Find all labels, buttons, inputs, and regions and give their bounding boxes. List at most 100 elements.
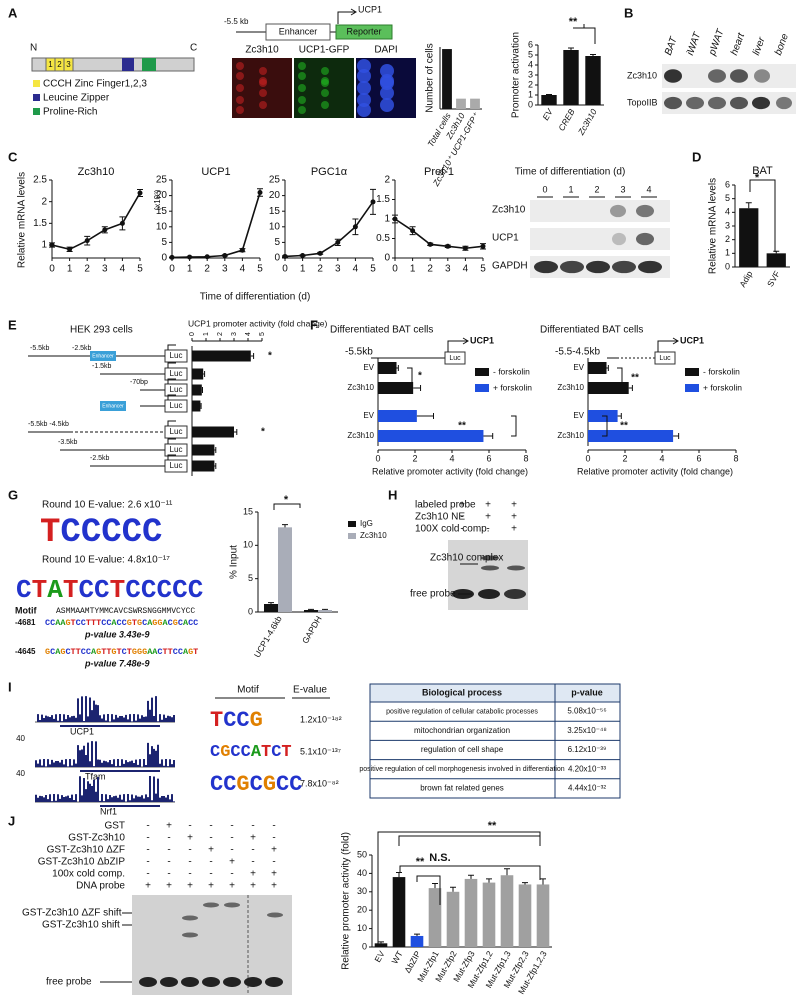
label: - — [272, 833, 275, 844]
label: - — [146, 845, 149, 856]
annotation: * — [755, 172, 760, 184]
annotation: * — [284, 494, 289, 506]
shape — [657, 340, 677, 352]
letter: T — [86, 618, 91, 628]
x-tick-label: Zc3h10 — [575, 107, 598, 138]
band — [534, 260, 558, 274]
x-tick-label: 3 — [231, 332, 238, 336]
panel-label: H — [388, 487, 397, 502]
label: UCP1-GFP — [299, 45, 350, 56]
x-tick-label: 4 — [463, 264, 469, 275]
x-tick-label: 3 — [222, 264, 228, 275]
letter: C — [172, 575, 188, 605]
label: - — [188, 857, 191, 868]
y-tick-label: 1 — [384, 214, 390, 225]
data-point — [84, 238, 90, 244]
letter: G — [127, 618, 132, 628]
band — [664, 69, 682, 83]
data-point — [300, 253, 306, 259]
y-tick-label: 20 — [156, 190, 168, 201]
x-tick-label: WT — [389, 949, 404, 965]
data-point — [370, 199, 376, 205]
letter: T — [261, 743, 271, 762]
label: - — [209, 821, 212, 832]
letter: G — [188, 647, 193, 657]
annotation: * — [418, 371, 422, 382]
x-tick-label: 1 — [187, 264, 193, 275]
cell — [380, 64, 394, 78]
shape — [511, 415, 517, 437]
cell — [236, 72, 244, 80]
shape — [167, 378, 176, 384]
luc-box — [654, 351, 676, 365]
cell — [357, 59, 371, 73]
label: - — [167, 845, 170, 856]
y-tick-label: 2 — [384, 175, 390, 186]
letter: C — [78, 575, 94, 605]
y-tick-label: 15 — [243, 506, 253, 516]
enhancer-box — [90, 351, 116, 361]
chart-title: Zc3h10 — [78, 166, 115, 178]
label: + — [208, 845, 214, 856]
y-tick-label: 10 — [357, 923, 367, 933]
legend-label: - forskolin — [703, 366, 740, 376]
label: pWAT — [707, 27, 727, 58]
letter: T — [63, 575, 79, 605]
data-point — [49, 242, 55, 248]
sequence-logo: CTATCCTCCCCC — [16, 575, 203, 605]
label: 6.12x10⁻³⁹ — [568, 745, 607, 754]
letter: G — [142, 647, 147, 657]
y-tick-label: 20 — [269, 190, 281, 201]
error-bar — [504, 868, 510, 876]
label: - — [209, 833, 212, 844]
label: + — [271, 881, 277, 892]
letter: C — [101, 618, 106, 628]
legend-label: + forskolin — [493, 382, 532, 392]
label: -4681 — [15, 618, 36, 627]
band — [612, 260, 636, 274]
y-tick-label: 2 — [41, 196, 47, 207]
cell — [298, 84, 306, 92]
cell — [321, 89, 329, 97]
shape — [399, 367, 413, 389]
blot — [530, 228, 670, 250]
x-tick-label: SVF — [765, 269, 782, 288]
y-axis-label: Promoter activation — [511, 32, 522, 118]
label: + — [511, 524, 517, 535]
y-tick-label: 6 — [528, 39, 533, 49]
label: -1.5kb — [92, 363, 112, 370]
label: + — [250, 881, 256, 892]
data-point — [392, 216, 398, 222]
legend-swatch — [33, 94, 40, 101]
label: 7.8x10⁻⁸² — [300, 778, 339, 788]
label: - — [460, 512, 463, 523]
label: 5.1x10⁻¹³⁷ — [300, 746, 341, 756]
panel-label: C — [8, 149, 18, 164]
band — [265, 977, 283, 987]
letter: G — [45, 647, 50, 657]
annotation: * — [268, 351, 272, 362]
label: 40 — [16, 734, 25, 743]
letter: T — [91, 618, 96, 628]
x-tick-label: EV — [540, 106, 555, 122]
label: Tfam — [85, 771, 106, 781]
bar — [304, 610, 318, 612]
cell — [380, 74, 394, 88]
letter: C — [173, 647, 178, 657]
x-tick-label: 6 — [486, 453, 491, 463]
bar — [442, 49, 452, 109]
data-point — [462, 245, 468, 251]
label: BAT — [663, 35, 680, 57]
blot — [530, 200, 670, 222]
error-bar — [214, 463, 217, 469]
label: Reporter — [346, 26, 381, 36]
label: -70bp — [130, 379, 148, 386]
letter: C — [122, 647, 127, 657]
x-tick-label: 2 — [217, 332, 224, 336]
letter: C — [223, 708, 236, 733]
letter: T — [71, 618, 76, 628]
x-tick-label: 8 — [733, 453, 738, 463]
label: Nrf1 — [100, 806, 117, 816]
label: + — [271, 845, 277, 856]
x-tick-label: 2 — [427, 264, 433, 275]
